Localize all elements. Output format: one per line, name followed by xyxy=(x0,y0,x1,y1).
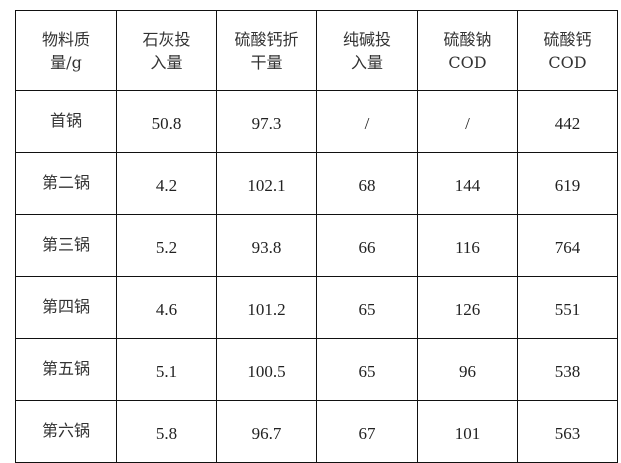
table-cell: 66 xyxy=(316,214,418,277)
table-cell: 538 xyxy=(517,338,618,401)
table-cell: 101.2 xyxy=(216,276,317,339)
table-cell: 619 xyxy=(517,152,618,215)
header-line: 硫酸钠 xyxy=(443,29,492,49)
header-line: 入量 xyxy=(350,52,383,72)
table-cell: 96.7 xyxy=(216,400,317,463)
column-header: 硫酸钙 COD xyxy=(517,10,618,91)
table-cell: 116 xyxy=(417,214,518,277)
table-row: 第四锅 4.6 101.2 65 126 551 xyxy=(15,276,618,339)
header-line: 物料质 xyxy=(41,29,90,49)
table-cell: / xyxy=(316,90,418,153)
header-line: 入量 xyxy=(150,52,183,72)
header-line: 干量 xyxy=(250,52,283,72)
header-line: COD xyxy=(548,52,587,72)
table-row: 第三锅 5.2 93.8 66 116 764 xyxy=(15,214,618,277)
header-line: 纯碱投 xyxy=(342,29,391,49)
table-cell: 144 xyxy=(417,152,518,215)
row-label: 第三锅 xyxy=(15,214,117,277)
table-cell: 67 xyxy=(316,400,418,463)
table-cell: 5.1 xyxy=(116,338,217,401)
header-line: 石灰投 xyxy=(142,29,191,49)
table-cell: 5.2 xyxy=(116,214,217,277)
row-label: 第二锅 xyxy=(15,152,117,215)
table-cell: 563 xyxy=(517,400,618,463)
data-table: 物料质 量/g 石灰投 入量 硫酸钙折 干量 纯碱投 入量 硫酸钠 COD 硫酸钙 COD 首锅 50.8… xyxy=(15,10,618,463)
table-cell: 93.8 xyxy=(216,214,317,277)
table-cell: 126 xyxy=(417,276,518,339)
table-cell: / xyxy=(417,90,518,153)
table-cell: 442 xyxy=(517,90,618,153)
table-cell: 102.1 xyxy=(216,152,317,215)
table-row: 首锅 50.8 97.3//442 xyxy=(15,90,618,153)
row-label: 第六锅 xyxy=(15,400,117,463)
column-header: 石灰投 入量 xyxy=(116,10,217,91)
header-row: 物料质 量/g 石灰投 入量 硫酸钙折 干量 纯碱投 入量 硫酸钠 COD 硫酸钙 COD xyxy=(15,10,618,91)
row-label: 第四锅 xyxy=(15,276,117,339)
table-cell: 4.2 xyxy=(116,152,217,215)
table-cell: 764 xyxy=(517,214,618,277)
table-cell: 97.3 xyxy=(216,90,317,153)
table-cell: 5.8 xyxy=(116,400,217,463)
table-row: 第二锅 4.2 102.1 68 144 619 xyxy=(15,152,618,215)
table-cell: 96 xyxy=(417,338,518,401)
row-label: 第五锅 xyxy=(15,338,117,401)
table-row: 第五锅 5.1 100.5 65 96 538 xyxy=(15,338,618,401)
row-label: 首锅 xyxy=(15,90,117,153)
column-header: 物料质量/g xyxy=(15,10,117,91)
table-cell: 65 xyxy=(316,338,418,401)
table-cell: 551 xyxy=(517,276,618,339)
table-cell: 101 xyxy=(417,400,518,463)
table-cell: 65 xyxy=(316,276,418,339)
header-line: COD xyxy=(448,52,487,72)
table-cell: 68 xyxy=(316,152,418,215)
column-header: 纯碱投 入量 xyxy=(316,10,418,91)
column-header: 硫酸钙折 干量 xyxy=(216,10,317,91)
table-cell: 100.5 xyxy=(216,338,317,401)
column-header: 硫酸钠 COD xyxy=(417,10,518,91)
table-cell: 50.8 xyxy=(116,90,217,153)
table-row: 第六锅 5.8 96.7 67 101 563 xyxy=(15,400,618,463)
header-line: 量/g xyxy=(50,52,82,72)
table-cell: 4.6 xyxy=(116,276,217,339)
header-line: 硫酸钙 xyxy=(543,29,592,49)
header-line: 硫酸钙折 xyxy=(234,29,299,49)
